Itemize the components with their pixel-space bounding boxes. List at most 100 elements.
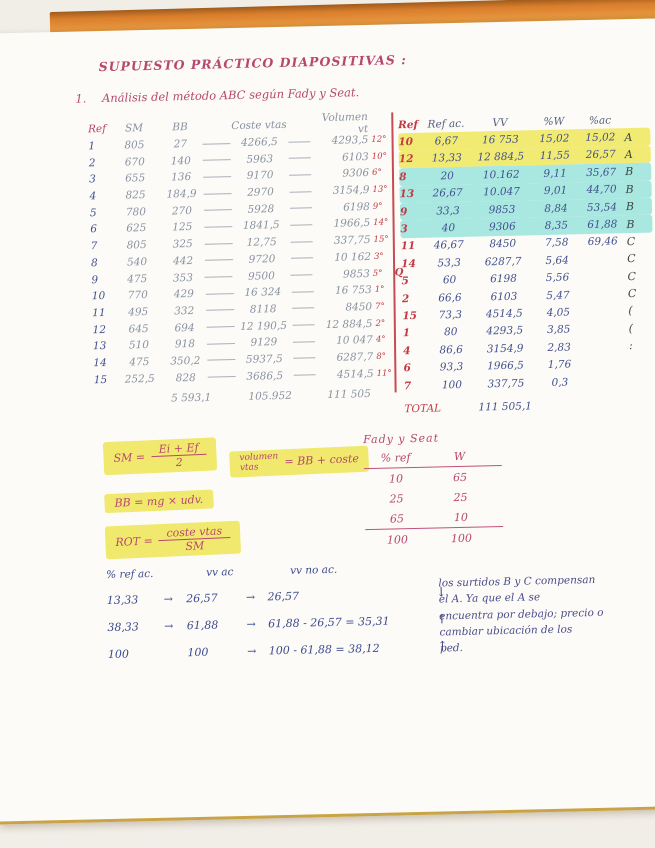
cell-vv: 4293,5 (486, 324, 524, 338)
abc-class-letter: C (626, 252, 636, 266)
cell-pct-ref: 25 (389, 491, 404, 506)
rank-annotation: 13° (372, 184, 388, 195)
formula-lhs: volumen vtas (239, 451, 279, 474)
cell-ref-ac: 20 (440, 169, 455, 183)
cell-pct-w: 1,76 (547, 358, 572, 372)
cell-bb: 694 (174, 321, 195, 335)
abc-class-letter: C (627, 287, 637, 301)
cell-bb: 184,9 (166, 187, 197, 201)
pencil-dash (291, 257, 314, 260)
cell-volumen: 337,75 (333, 234, 371, 247)
rank-annotation: 12° (371, 134, 387, 145)
col-header-pct-ref-ac: % ref ac. (106, 567, 154, 582)
col-header-volumen: Volumen vt (321, 111, 369, 136)
section-heading: 1. Análisis del método ABC según Fady y … (75, 85, 359, 105)
pencil-dash (204, 226, 233, 228)
cell-ref: 6 (403, 362, 412, 375)
cell-ref: 8 (90, 256, 98, 270)
value-vv-ac: 61,88 (186, 618, 219, 633)
pencil-dash (207, 376, 236, 378)
cell-vv: 6103 (490, 290, 518, 303)
cell-coste: 9720 (248, 252, 276, 266)
cell-volumen: 10 047 (336, 334, 374, 348)
pencil-dash (290, 274, 313, 276)
cell-coste: 8118 (249, 303, 277, 316)
cell-ref: 9 (91, 273, 99, 286)
col-header-w: W (453, 449, 466, 464)
abc-class-letter: B (626, 217, 635, 231)
cell-sm: 770 (127, 289, 148, 302)
cell-vv: 6287,7 (484, 255, 522, 269)
cell-pct-w: 5,56 (545, 271, 570, 285)
cell-ref-ac: 46,67 (433, 239, 464, 252)
cell-coste: 5928 (247, 202, 275, 216)
cell-bb: 332 (174, 304, 195, 318)
cell-sm: 825 (125, 189, 146, 202)
cell-ref: 5 (401, 275, 410, 288)
notes-paper: SUPUESTO PRÁCTICO DIAPOSITIVAS : 1. Anál… (0, 17, 655, 825)
denominator: 2 (175, 455, 183, 470)
abc-class-letter: C (627, 269, 637, 283)
cell-pct-w: 3,85 (546, 323, 571, 337)
cell-ref: 10 (91, 290, 106, 303)
cell-ref: 15 (93, 373, 108, 386)
cell-ref-ac: 40 (441, 222, 456, 235)
cell-ref: 1 (402, 327, 411, 340)
cell-vv: 12 884,5 (477, 150, 525, 164)
col-header-pct-ac: %ac (588, 114, 612, 127)
cell-bb: 429 (173, 288, 194, 301)
cell-pct-w: 4,05 (546, 306, 571, 319)
cell-vv: 8450 (489, 238, 517, 251)
cell-sm: 475 (127, 272, 148, 286)
cell-ref-ac: 100 (441, 378, 463, 391)
calc-expression: 100 - 61,88 = 38,12 (268, 641, 380, 658)
col-header-pct-ref: % ref (380, 451, 411, 465)
col-header-vv-ac: vv ac (206, 566, 234, 579)
cell-coste: 4266,5 (240, 136, 278, 149)
cell-pct-ac (581, 328, 629, 329)
formula-rhs: = BB + coste (284, 452, 360, 469)
cell-ref-ac: 86,6 (439, 343, 463, 357)
cell-pct-ac: 26,57 (585, 148, 616, 162)
cell-pct-w: 15,02 (539, 132, 570, 146)
cell-ref: 9 (399, 205, 408, 218)
cell-sm: 510 (128, 339, 150, 352)
cell-bb: 353 (172, 271, 194, 284)
cell-coste: 5937,5 (245, 352, 283, 366)
cell-pct-w: 9,01 (543, 184, 568, 198)
abc-class-letter: A (624, 130, 633, 144)
cell-ref: 2 (88, 156, 96, 170)
cell-ref-ac: 66,6 (438, 291, 462, 305)
formula-lhs: SM = (113, 450, 146, 465)
fraction: Ei + Ef 2 (150, 440, 207, 470)
pencil-dash (207, 359, 236, 362)
cell-coste: 9500 (247, 269, 275, 283)
cell-ref-ac: 80 (443, 326, 458, 339)
fraction: coste vtas SM (158, 524, 231, 554)
lhs-line1: volumen (239, 451, 279, 464)
cell-vv: 6198 (490, 272, 518, 286)
cell-pct-ac (580, 311, 628, 312)
cell-ref: 1 (88, 140, 96, 153)
pencil-dash (290, 224, 313, 226)
cell-pct-ac (582, 381, 630, 382)
pencil-dash (205, 292, 234, 295)
cell-pct-w: 9,11 (543, 167, 568, 180)
cell-vv: 16 753 (481, 133, 519, 147)
pencil-dash (203, 192, 232, 195)
abc-class-letter: ( (628, 321, 634, 335)
pencil-dash (203, 176, 232, 178)
right-arrow (151, 653, 187, 654)
rank-annotation: 9° (372, 201, 383, 212)
cell-pct-ref: 10 (388, 471, 404, 486)
cell-sm: 655 (125, 172, 146, 185)
cell-ref: 4 (403, 344, 411, 358)
cell-ref: 14 (93, 356, 107, 370)
cell-sm: 805 (126, 239, 147, 252)
pencil-dash (288, 140, 311, 143)
total-volumen: 111 505 (327, 387, 371, 401)
cell-bb: 136 (171, 171, 192, 184)
cell-coste: 9129 (250, 336, 278, 349)
calc-rows: 13,33 → 26,57 → 26,57 ↓ 38,33 → 61,88 → … (106, 579, 458, 668)
cell-ref: 11 (400, 240, 416, 253)
